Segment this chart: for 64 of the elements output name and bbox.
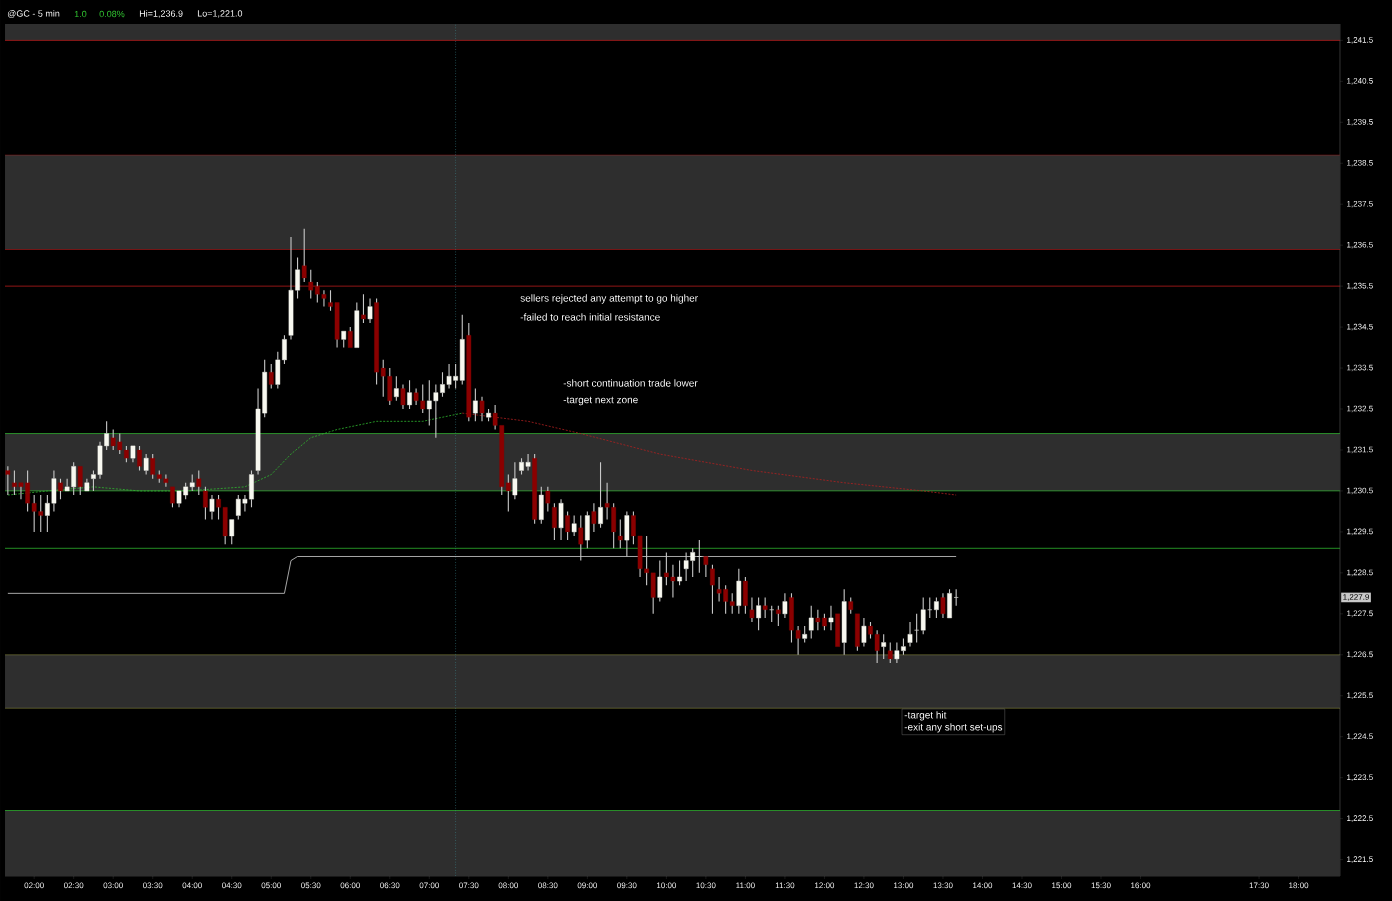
annotation: sellers rejected any attempt to go higher bbox=[520, 294, 698, 304]
y-tick-label: 1,239.5 bbox=[1347, 118, 1373, 126]
x-tick-label: 11:30 bbox=[775, 882, 795, 889]
annotation: -target next zone bbox=[563, 396, 638, 406]
annotation: -failed to reach initial resistance bbox=[520, 313, 660, 321]
x-tick-label: 10:00 bbox=[656, 882, 677, 889]
annotation: -short continuation trade lower bbox=[563, 379, 698, 387]
x-tick-label: 07:00 bbox=[419, 882, 439, 889]
text: 1.0 bbox=[74, 10, 87, 18]
x-tick-label: 09:00 bbox=[577, 882, 598, 889]
y-tick-label: 1,236.5 bbox=[1347, 241, 1373, 249]
annotation: -exit any short set-ups bbox=[904, 723, 1003, 733]
y-tick-label: 1,232.5 bbox=[1347, 405, 1373, 413]
x-tick-label: 08:30 bbox=[538, 882, 558, 889]
y-tick-label: 1,231.5 bbox=[1347, 446, 1373, 454]
x-tick-label: 15:30 bbox=[1091, 882, 1111, 889]
x-tick-label: 07:30 bbox=[459, 882, 479, 889]
x-tick-label: 17:30 bbox=[1249, 882, 1269, 889]
x-tick-label: 05:00 bbox=[261, 882, 281, 889]
x-tick-label: 03:30 bbox=[143, 882, 163, 889]
x-tick-label: 04:30 bbox=[222, 882, 242, 889]
y-tick-label: 1,221.5 bbox=[1347, 856, 1373, 863]
x-tick-label: 06:30 bbox=[380, 882, 400, 889]
x-tick-label: 12:00 bbox=[815, 882, 835, 889]
x-tick-label: 12:30 bbox=[854, 882, 874, 889]
x-tick-label: 05:30 bbox=[301, 882, 321, 889]
y-tick-label: 1,223.5 bbox=[1347, 774, 1373, 781]
annotation: -target hit bbox=[904, 711, 947, 721]
y-tick-label: 1,229.5 bbox=[1347, 528, 1373, 536]
x-tick-label: 18:00 bbox=[1289, 882, 1309, 889]
x-tick-label: 02:30 bbox=[63, 882, 84, 889]
x-tick-label: 14:30 bbox=[1012, 882, 1032, 889]
y-tick-label: 1,233.5 bbox=[1347, 364, 1373, 372]
y-tick-label: 1,226.5 bbox=[1347, 651, 1373, 659]
y-tick-label: 1,237.5 bbox=[1347, 200, 1373, 208]
y-tick-label: 1,234.5 bbox=[1347, 323, 1373, 331]
y-tick-label: 1,225.5 bbox=[1347, 692, 1373, 700]
chart-title: @GC - 5 min bbox=[7, 10, 60, 18]
x-tick-label: 14:00 bbox=[973, 882, 993, 889]
text: Hi=1,236.9 bbox=[139, 10, 183, 18]
y-tick-label: 1,224.5 bbox=[1347, 733, 1373, 741]
x-tick-label: 09:30 bbox=[617, 882, 637, 889]
text: Lo=1,221.0 bbox=[197, 10, 243, 18]
x-tick-label: 10:30 bbox=[696, 882, 716, 889]
y-tick-label: 1,235.5 bbox=[1347, 282, 1373, 290]
x-tick-label: 13:00 bbox=[894, 882, 914, 889]
x-tick-label: 15:00 bbox=[1052, 882, 1072, 889]
text: 0.08% bbox=[99, 10, 125, 18]
y-tick-label: 1,222.5 bbox=[1347, 815, 1373, 822]
x-tick-label: 11:00 bbox=[736, 882, 755, 889]
y-tick-label: 1,241.5 bbox=[1347, 37, 1373, 44]
y-tick-label: 1,238.5 bbox=[1347, 159, 1373, 167]
x-tick-label: 04:00 bbox=[182, 882, 202, 889]
text: 1,227.9 bbox=[1343, 594, 1369, 601]
y-tick-label: 1,227.5 bbox=[1347, 610, 1373, 618]
x-tick-label: 03:00 bbox=[103, 882, 123, 889]
x-tick-label: 06:00 bbox=[340, 882, 360, 889]
x-tick-label: 13:30 bbox=[933, 882, 953, 889]
x-tick-label: 08:00 bbox=[498, 882, 519, 889]
x-tick-label: 02:00 bbox=[24, 882, 44, 889]
y-tick-label: 1,240.5 bbox=[1347, 78, 1373, 85]
y-tick-label: 1,230.5 bbox=[1347, 487, 1373, 495]
x-tick-label: 16:00 bbox=[1131, 882, 1151, 889]
y-tick-label: 1,228.5 bbox=[1347, 569, 1373, 577]
